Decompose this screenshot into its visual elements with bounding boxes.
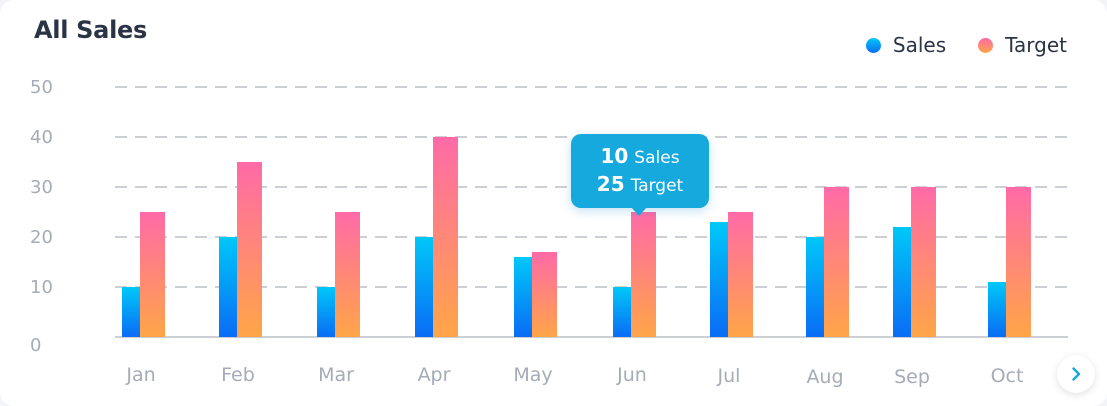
bar-target[interactable] xyxy=(728,212,753,337)
bar-sales[interactable] xyxy=(710,222,729,337)
y-tick-label: 30 xyxy=(30,177,53,198)
x-tick-label: Aug xyxy=(806,366,843,388)
bar-target[interactable] xyxy=(433,137,458,337)
x-tick-label: Jan xyxy=(125,364,155,386)
x-tick-label: May xyxy=(513,364,552,386)
tooltip-target-value: 25 xyxy=(596,172,625,196)
legend-swatch-target xyxy=(978,37,994,53)
bar-sales[interactable] xyxy=(988,282,1007,337)
bar-target[interactable] xyxy=(824,187,849,337)
bar-sales[interactable] xyxy=(122,287,141,337)
bar-sales[interactable] xyxy=(514,257,533,337)
bar-sales[interactable] xyxy=(806,237,825,337)
x-tick-label: Apr xyxy=(418,364,451,386)
tooltip-sales-line: 10 Sales xyxy=(600,143,679,171)
next-button[interactable] xyxy=(1057,355,1095,393)
bar-target[interactable] xyxy=(631,212,656,337)
x-tick-label: Jun xyxy=(616,364,647,386)
bar-target[interactable] xyxy=(237,162,262,337)
y-tick-label: 20 xyxy=(30,227,53,248)
chart-title: All Sales xyxy=(34,16,147,44)
y-tick-label: 0 xyxy=(30,335,41,356)
x-tick-label: Sep xyxy=(894,366,930,388)
bar-target[interactable] xyxy=(911,187,936,337)
bar-target[interactable] xyxy=(532,252,557,337)
y-tick-label: 10 xyxy=(30,277,53,298)
legend-label-sales: Sales xyxy=(892,33,947,57)
y-axis-ticks: 0 10 20 30 40 50 xyxy=(30,77,53,356)
y-tick-label: 40 xyxy=(30,127,53,148)
bar-target[interactable] xyxy=(335,212,360,337)
chevron-right-icon xyxy=(1072,367,1081,381)
bar-sales[interactable] xyxy=(613,287,632,337)
y-tick-label: 50 xyxy=(30,77,53,98)
tooltip-target-label: Target xyxy=(630,176,684,196)
bar-sales[interactable] xyxy=(219,237,238,337)
bar-tooltip: 10 Sales 25 Target xyxy=(571,134,709,216)
x-tick-label: Feb xyxy=(221,364,255,386)
tooltip-sales-label: Sales xyxy=(634,148,680,168)
bars xyxy=(122,137,1031,337)
legend-item-target[interactable]: Target xyxy=(978,33,1067,57)
legend-label-target: Target xyxy=(1005,33,1067,57)
bar-target[interactable] xyxy=(140,212,165,337)
legend-item-sales[interactable]: Sales xyxy=(865,33,947,57)
tooltip-target-line: 25 Target xyxy=(597,171,683,199)
bar-target[interactable] xyxy=(1006,187,1031,337)
tooltip-sales-value: 10 xyxy=(600,144,629,168)
x-tick-label: Mar xyxy=(318,364,354,386)
bar-sales[interactable] xyxy=(317,287,336,337)
x-tick-label: Jul xyxy=(717,365,741,387)
x-axis-ticks: Jan Feb Mar Apr May Jun Jul Aug Sep Oct xyxy=(125,364,1023,388)
legend-swatch-sales xyxy=(865,37,881,53)
chart-legend: Sales Target xyxy=(834,33,1067,57)
bar-sales[interactable] xyxy=(415,237,434,337)
bar-sales[interactable] xyxy=(893,227,912,337)
x-tick-label: Oct xyxy=(991,365,1024,387)
